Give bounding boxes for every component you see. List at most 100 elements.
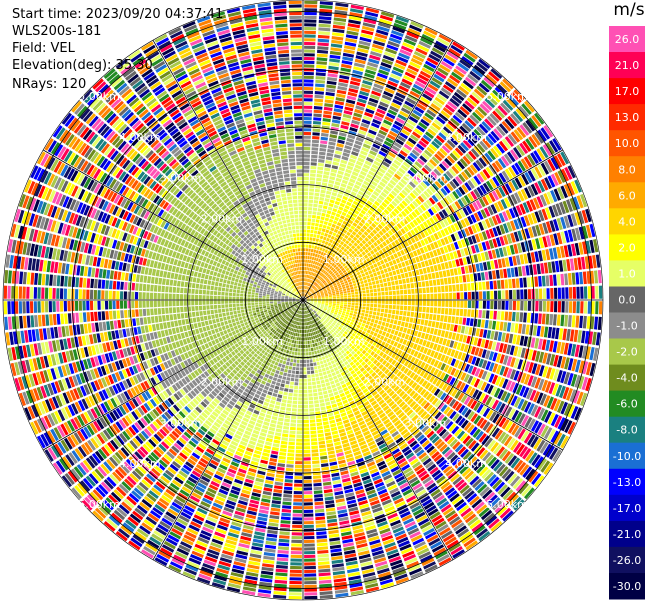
velocity-cell <box>315 72 326 77</box>
velocity-cell <box>372 253 377 259</box>
velocity-cell <box>303 79 314 83</box>
velocity-cell <box>444 207 452 215</box>
velocity-cell <box>400 164 409 172</box>
velocity-cell <box>526 154 536 166</box>
velocity-cell <box>486 300 490 309</box>
velocity-cell <box>320 268 323 272</box>
velocity-cell <box>519 142 529 154</box>
velocity-cell <box>312 215 316 219</box>
velocity-cell <box>327 145 335 150</box>
velocity-cell <box>505 97 517 109</box>
velocity-cell <box>437 307 441 314</box>
velocity-cell <box>405 158 413 166</box>
velocity-cell <box>307 374 311 378</box>
velocity-cell <box>371 122 380 129</box>
velocity-cell <box>305 295 309 298</box>
velocity-cell <box>286 456 295 461</box>
velocity-cell <box>338 269 342 274</box>
velocity-cell <box>403 289 408 295</box>
velocity-cell <box>310 280 313 284</box>
velocity-cell <box>423 63 435 73</box>
velocity-cell <box>316 279 319 283</box>
velocity-cell <box>304 45 316 49</box>
velocity-cell <box>323 221 328 225</box>
velocity-cell <box>304 64 315 68</box>
velocity-cell <box>369 307 374 311</box>
velocity-cell <box>490 290 494 300</box>
velocity-cell <box>313 121 321 125</box>
velocity-cell <box>297 416 303 420</box>
velocity-cell <box>366 173 374 180</box>
velocity-cell <box>394 63 406 70</box>
velocity-cell <box>325 229 330 234</box>
velocity-cell <box>366 257 371 263</box>
velocity-cell <box>482 182 491 193</box>
velocity-cell <box>304 536 315 540</box>
velocity-cell <box>376 261 381 267</box>
velocity-cell <box>352 258 357 263</box>
velocity-cell <box>392 218 399 225</box>
velocity-cell <box>314 407 320 412</box>
velocity-cell <box>376 207 383 214</box>
velocity-cell <box>448 285 453 292</box>
velocity-cell <box>352 200 359 206</box>
velocity-cell <box>457 62 470 72</box>
velocity-cell <box>484 218 492 228</box>
velocity-cell <box>395 285 400 290</box>
velocity-cell <box>296 434 303 439</box>
velocity-cell <box>456 308 460 316</box>
velocity-cell <box>289 362 293 366</box>
velocity-cell <box>508 208 516 219</box>
velocity-cell <box>381 178 388 185</box>
velocity-cell <box>389 33 403 41</box>
velocity-cell <box>324 282 328 286</box>
velocity-cell <box>307 267 310 271</box>
velocity-cell <box>342 220 348 226</box>
velocity-cell <box>468 134 478 144</box>
velocity-cell <box>309 415 315 420</box>
velocity-cell <box>501 138 512 150</box>
velocity-cell <box>348 253 353 258</box>
velocity-cell <box>322 248 326 252</box>
velocity-cell <box>304 11 317 16</box>
velocity-cell <box>288 441 295 446</box>
velocity-cell <box>289 580 302 585</box>
velocity-cell <box>387 40 400 48</box>
velocity-cell <box>479 291 483 300</box>
velocity-cell <box>444 308 449 315</box>
velocity-cell <box>318 31 330 36</box>
velocity-cell <box>315 373 319 377</box>
velocity-cell <box>303 98 313 102</box>
velocity-cell <box>441 300 445 307</box>
velocity-cell <box>348 15 362 21</box>
velocity-cell <box>309 188 315 192</box>
velocity-cell <box>354 228 359 233</box>
velocity-cell <box>457 240 463 249</box>
velocity-cell <box>316 284 320 288</box>
velocity-cell <box>340 241 345 246</box>
velocity-cell <box>444 142 453 151</box>
velocity-cell <box>444 81 456 90</box>
velocity-cell <box>421 67 433 76</box>
velocity-cell <box>430 50 443 60</box>
velocity-cell <box>351 277 355 281</box>
velocity-cell <box>417 233 423 240</box>
velocity-cell <box>318 27 331 32</box>
velocity-cell <box>333 259 338 264</box>
velocity-cell <box>329 265 333 270</box>
velocity-cell <box>323 236 327 241</box>
velocity-cell <box>313 230 318 234</box>
velocity-cell <box>393 225 400 232</box>
velocity-cell <box>339 163 347 168</box>
velocity-cell <box>519 124 530 136</box>
velocity-cell <box>304 577 317 581</box>
velocity-cell <box>508 94 519 106</box>
velocity-cell <box>288 438 296 442</box>
velocity-cell <box>565 287 569 299</box>
velocity-cell <box>316 270 320 274</box>
velocity-cell <box>386 154 394 162</box>
velocity-cell <box>355 294 359 297</box>
velocity-cell <box>310 366 314 371</box>
velocity-cell <box>498 172 507 183</box>
velocity-cell <box>313 117 322 121</box>
